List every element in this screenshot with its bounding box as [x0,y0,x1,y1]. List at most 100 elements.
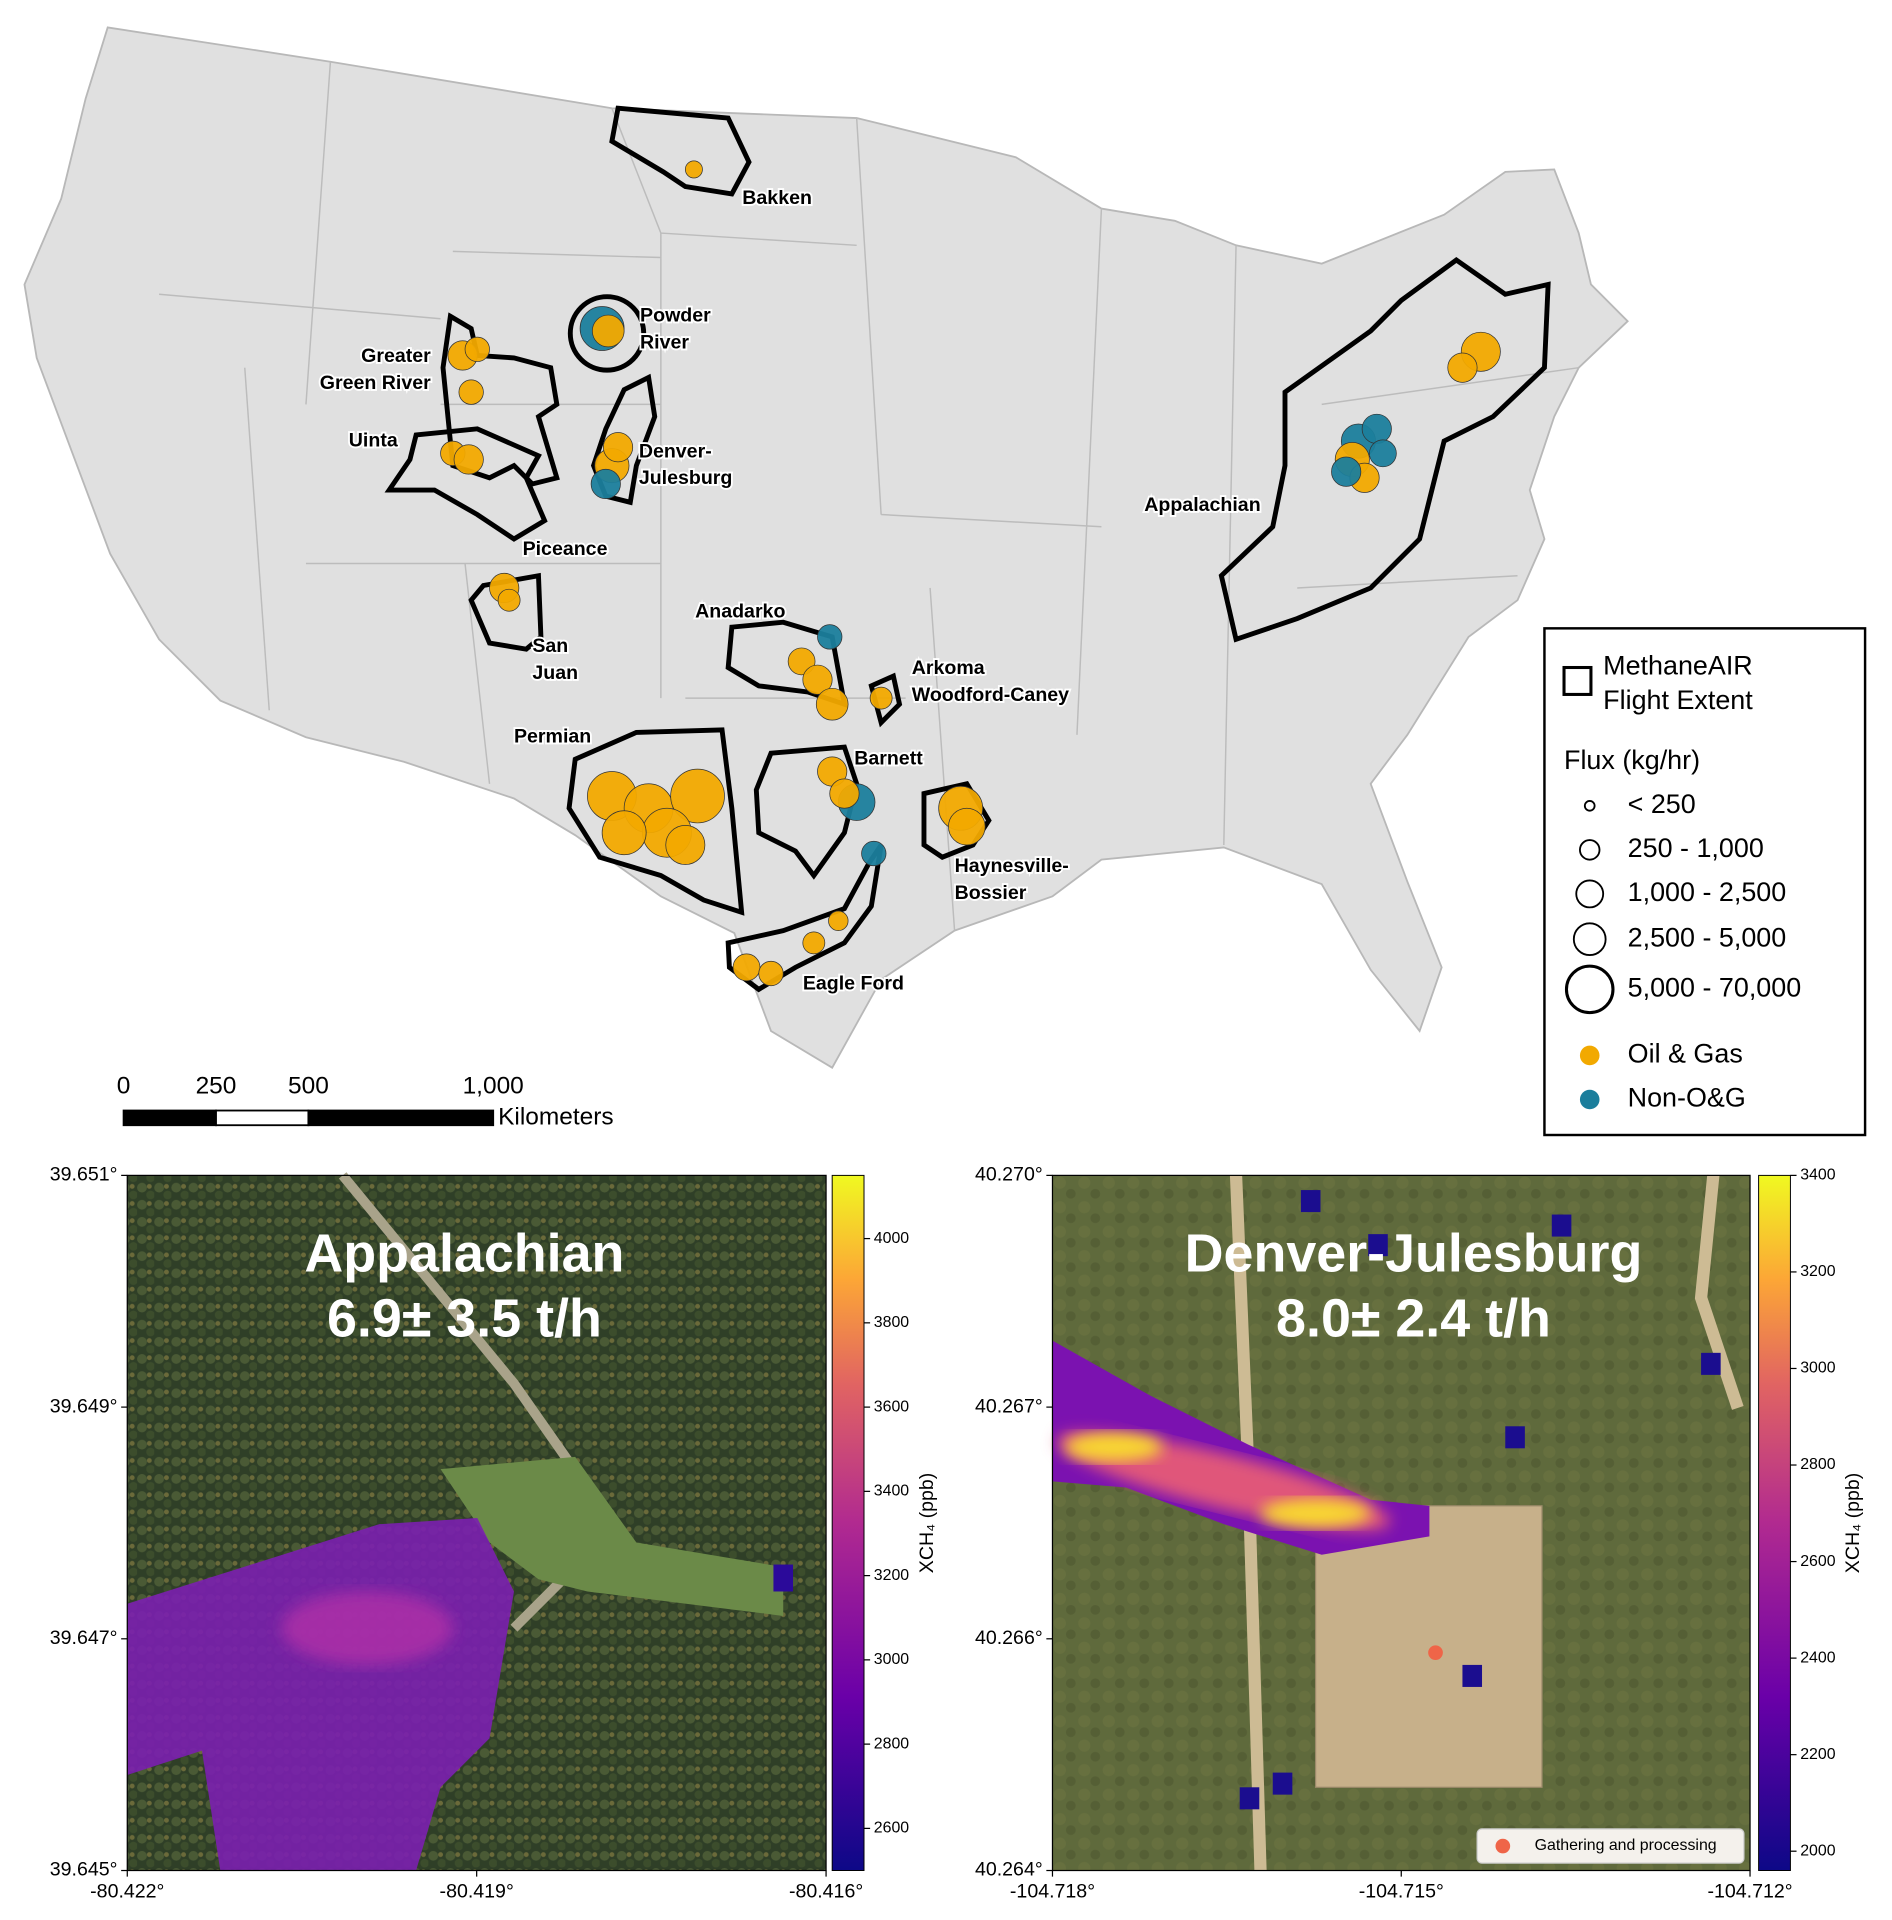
basin-label: Anadarko [695,601,785,623]
emission-point [758,960,784,987]
emission-point [464,336,490,362]
panel-legend-label: Gathering and processing [1535,1837,1717,1854]
basin-label: Julesburg [639,467,733,489]
us-outline [23,26,1629,1069]
legend-flux-symbol [1575,879,1605,909]
emission-point [458,379,484,405]
colorbar-label: XCH₄ (ppb) [1842,1473,1864,1573]
panel-legend-box [1476,1828,1745,1864]
clearing [440,1456,784,1616]
panel-legend-marker [1495,1838,1511,1854]
panel-title: Appalachian [304,1224,624,1284]
basin-label: Uinta [349,429,399,451]
colorbar [1758,1174,1791,1871]
methane-plume-core [1260,1498,1371,1528]
legend-title: Flux (kg/hr) [1564,745,1700,775]
basin-label: Juan [532,662,578,684]
legend-label: MethaneAIR [1603,651,1753,681]
legend-label: Non-O&G [1628,1083,1746,1113]
emission-points [440,160,1501,987]
colorbar-tick-label: 3200 [1800,1263,1836,1280]
legend-label: 250 - 1,000 [1628,833,1764,863]
colorbar-tick-label: 2000 [1800,1842,1836,1859]
emission-point [861,840,887,867]
colorbar-tick-label: 3400 [874,1483,910,1500]
scale-label: 0 [117,1073,131,1100]
scale-label: 500 [288,1073,329,1100]
emission-point [829,778,860,809]
image-panel: Gathering and processing Denver-Julesburg… [975,1164,1864,1903]
basin-label: Haynesville- [955,855,1069,877]
emission-point [670,768,725,824]
colorbar-tick-label: 2600 [1800,1553,1836,1570]
legend-label: 2,500 - 5,000 [1628,922,1787,952]
basin-label: Arkoma [912,657,986,679]
colorbar-tick-label: 2200 [1800,1746,1836,1763]
x-tick-label: -104.712° [1707,1881,1792,1903]
scale-label: 250 [196,1073,237,1100]
emission-point [732,953,761,982]
methane-pixel [1505,1426,1525,1449]
x-tick-label: -80.422° [90,1881,164,1903]
facility-marker [1428,1645,1443,1661]
basin-label: San [532,635,568,657]
emission-point [684,160,703,179]
methane-pixel [1462,1664,1483,1687]
emission-point [1369,439,1397,468]
y-tick-label: 39.647° [50,1627,118,1649]
emission-point [948,807,986,846]
methane-pixel [1239,1787,1260,1810]
x-tick-label: -104.718° [1010,1881,1095,1903]
emission-point [802,664,833,695]
scale-segment [307,1109,495,1127]
legend-extent-symbol [1562,665,1593,696]
basin-label: Powder [640,304,711,326]
basin-label: Denver- [639,440,712,462]
state-lines [159,61,1579,931]
y-tick-label: 40.264° [975,1859,1043,1881]
y-tick-label: 39.649° [50,1395,118,1417]
methane-plume-core [1064,1432,1163,1462]
colorbar-tick-label: 3400 [1800,1167,1836,1184]
map: Bakken Powder River Greater Green River Uinta… [23,26,1867,1137]
emission-point [815,687,849,721]
legend-label: < 250 [1628,789,1696,819]
colorbar-tick-label: 3600 [874,1398,910,1415]
methane-pixel [1701,1352,1721,1375]
colorbar-tick-label: 2800 [874,1735,910,1752]
emission-point [817,624,843,650]
legend-label: Oil & Gas [1628,1039,1743,1069]
scale-label: 1,000 [463,1073,524,1100]
colorbar-tick-label: 2600 [874,1820,910,1837]
legend-flux-symbol [1572,922,1607,957]
emission-point [497,588,521,612]
basin-label: Bossier [955,882,1027,904]
emission-point [601,810,647,856]
legend-source-symbol [1579,1089,1600,1110]
panel-flux: 8.0± 2.4 t/h [1276,1288,1551,1348]
basin-label: Permian [514,725,591,747]
legend-flux-symbol [1564,964,1615,1015]
emission-point [1447,352,1478,383]
legend-flux-symbol [1579,839,1601,861]
emission-point [869,686,893,710]
emission-point [1361,413,1392,444]
basin-label: Piceance [523,538,608,560]
colorbar-tick-label: 3800 [874,1314,910,1331]
methane-plume-core [281,1591,453,1665]
basin-label: Eagle Ford [803,973,904,995]
scale-segment [215,1109,310,1127]
colorbar-tick-label: 2400 [1800,1649,1836,1666]
colorbar-tick-label: 4000 [874,1230,910,1247]
colorbar-label: XCH₄ (ppb) [916,1473,938,1573]
basin-label: Appalachian [1144,494,1260,516]
emission-point [591,314,625,348]
basin-label: Barnett [854,747,923,769]
colorbar-tick-label: 2800 [1800,1456,1836,1473]
x-tick-label: -80.419° [440,1881,514,1903]
emission-point [590,468,621,499]
emission-point [453,444,484,475]
emission-point [1331,456,1362,487]
basin-label: Green River [320,372,431,394]
